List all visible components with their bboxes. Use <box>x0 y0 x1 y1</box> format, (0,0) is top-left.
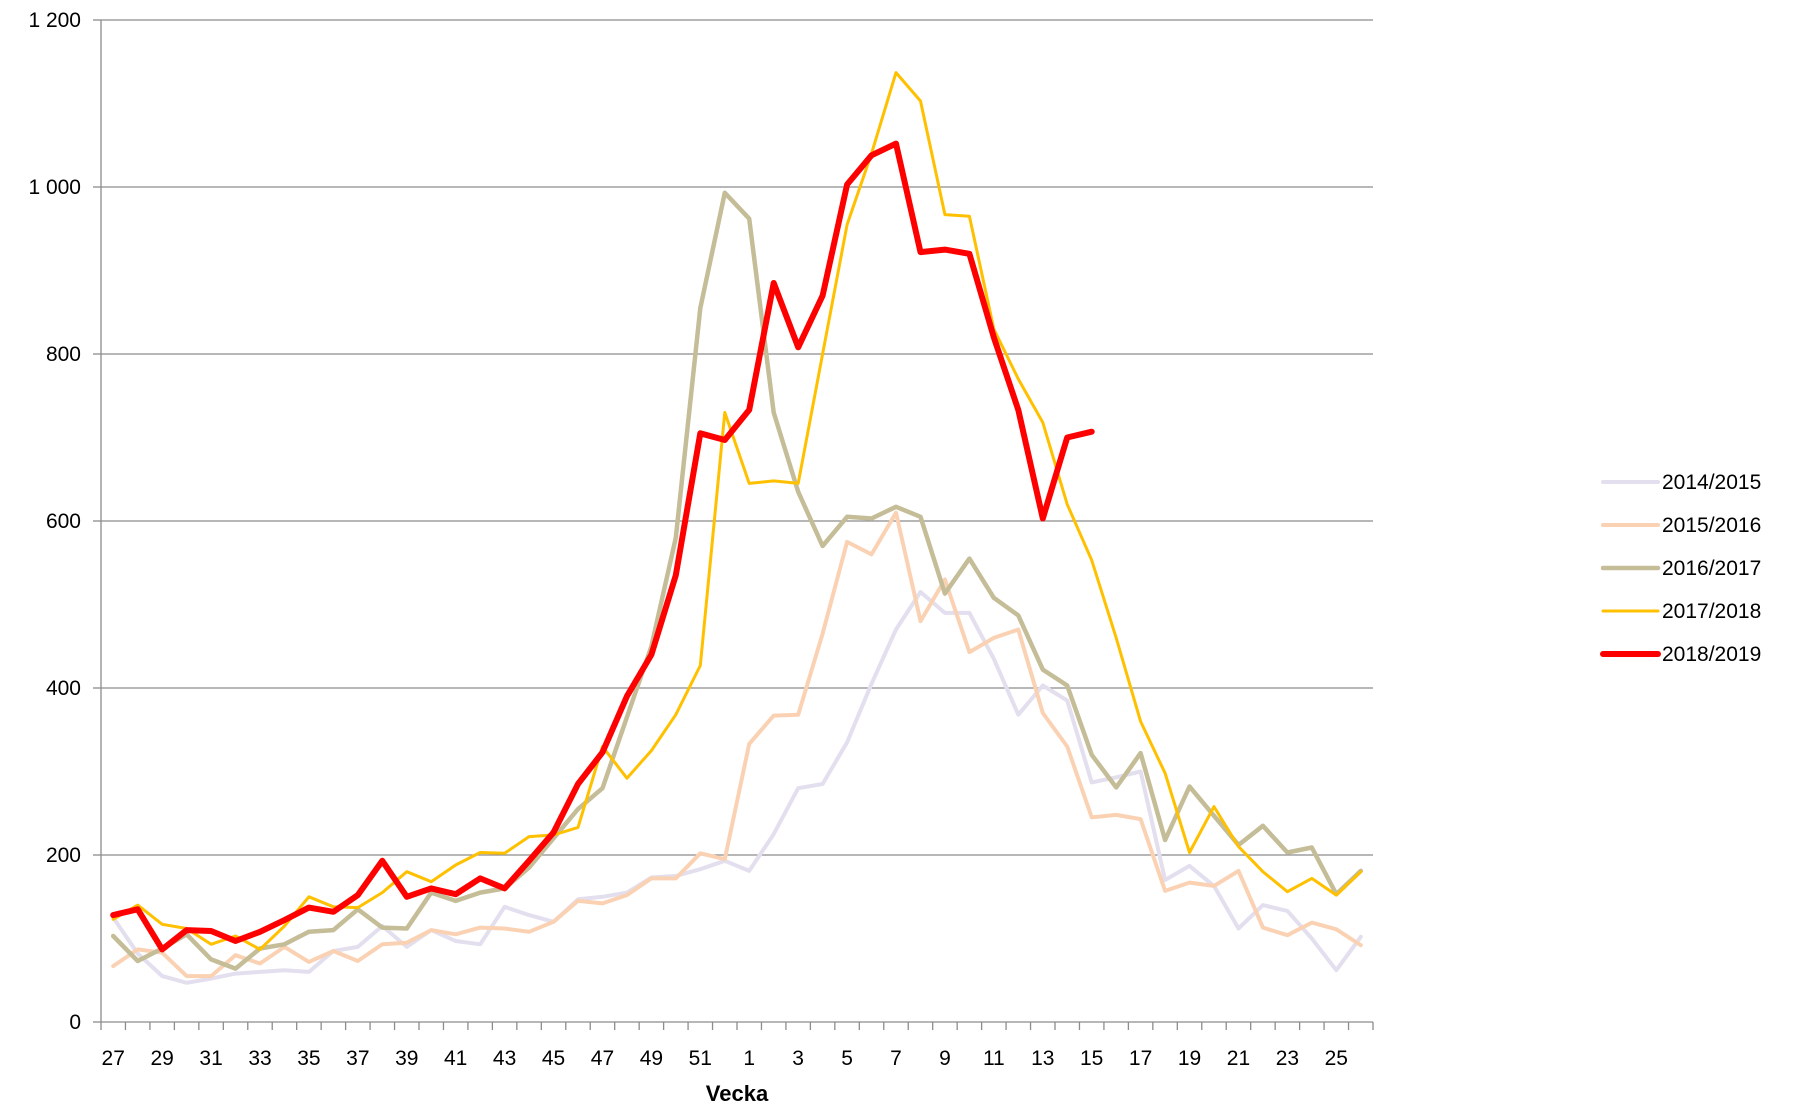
x-tick-label: 37 <box>346 1047 369 1070</box>
x-tick-label: 15 <box>1080 1047 1103 1070</box>
x-tick-label: 29 <box>150 1047 173 1070</box>
x-tick-labels: 27 29 31 33 35 37 39 41 43 45 47 49 51 1 3 5 7 9 11 13 15 17 1… <box>102 1047 1348 1070</box>
x-tick-label: 23 <box>1276 1047 1299 1070</box>
x-tick-label: 39 <box>395 1047 418 1070</box>
x-tick-label: 3 <box>792 1047 804 1070</box>
series-line-2015-2016 <box>111 510 1363 979</box>
y-tick-label: 1 000 <box>28 176 81 199</box>
gridlines <box>93 19 1373 1023</box>
x-tick-label: 31 <box>199 1047 222 1070</box>
x-tick-label: 13 <box>1031 1047 1054 1070</box>
legend-label: 2018/2019 <box>1662 643 1761 666</box>
legend-label: 2017/2018 <box>1662 600 1761 623</box>
x-tick-label: 27 <box>102 1047 125 1070</box>
y-tick-label: 800 <box>46 343 81 366</box>
y-tick-label: 600 <box>46 510 81 533</box>
x-tick-label: 5 <box>841 1047 853 1070</box>
x-tick-label: 33 <box>248 1047 271 1070</box>
x-tick-label: 41 <box>444 1047 467 1070</box>
series-line-2017-2018 <box>111 71 1363 951</box>
x-tick-label: 1 <box>743 1047 755 1070</box>
legend: 2014/2015 2015/2016 2016/2017 2017/2018 2018… <box>1600 471 1761 666</box>
x-tick-label: 17 <box>1129 1047 1152 1070</box>
x-tick-label: 25 <box>1325 1047 1348 1070</box>
legend-label: 2014/2015 <box>1662 471 1761 494</box>
x-tick-label: 47 <box>591 1047 614 1070</box>
series-line-2018-2019 <box>110 140 1095 953</box>
x-axis-title: Vecka <box>706 1081 769 1105</box>
x-tick-label: 45 <box>542 1047 565 1070</box>
series-line-2014-2015 <box>111 590 1363 985</box>
series-lines <box>110 71 1364 985</box>
y-tick-label: 400 <box>46 677 81 700</box>
legend-label: 2016/2017 <box>1662 557 1761 580</box>
x-tick-label: 19 <box>1178 1047 1201 1070</box>
x-tick-label: 11 <box>983 1047 1005 1070</box>
x-tick-label: 51 <box>689 1047 712 1070</box>
y-tick-label: 0 <box>69 1011 81 1034</box>
x-tick-label: 7 <box>890 1047 902 1070</box>
x-tick-label: 49 <box>640 1047 663 1070</box>
series-line-2016-2017 <box>110 190 1364 971</box>
y-tick-label: 200 <box>46 844 81 867</box>
y-tick-labels: 0 200 400 600 800 1 000 1 200 <box>28 9 81 1034</box>
legend-label: 2015/2016 <box>1662 514 1761 537</box>
y-tick-label: 1 200 <box>28 9 81 32</box>
x-tick-label: 21 <box>1227 1047 1250 1070</box>
x-tick-label: 9 <box>939 1047 951 1070</box>
x-tick-label: 35 <box>297 1047 320 1070</box>
axes <box>100 20 1374 1030</box>
x-tick-label: 43 <box>493 1047 516 1070</box>
